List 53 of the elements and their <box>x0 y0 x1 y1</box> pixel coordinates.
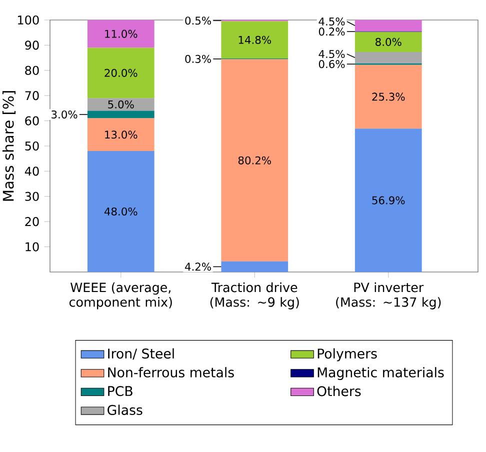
y-tick-label: 80 <box>25 66 39 75</box>
data-label: 13.0% <box>105 130 138 139</box>
bar <box>354 20 422 32</box>
data-label: 8.0% <box>376 38 402 46</box>
bar <box>87 98 154 111</box>
x-tick-label: WEEE (average, component mix) <box>69 282 172 310</box>
bar <box>87 151 154 272</box>
legend-label: Magnetic materials <box>318 367 444 380</box>
y-tick-label: 90 <box>25 40 39 50</box>
y-axis-title: Mass share [%] <box>2 91 16 201</box>
bar <box>221 261 288 272</box>
data-label: 4.5% <box>318 50 345 58</box>
legend-label: Others <box>317 386 361 396</box>
bar <box>354 64 422 129</box>
legend-label: Non-ferrous metals <box>108 367 234 378</box>
data-label: 0.3% <box>185 54 211 63</box>
bar <box>87 118 154 152</box>
bar <box>354 32 422 52</box>
data-label: 25.3% <box>372 92 405 101</box>
data-label: 0.2% <box>318 28 345 36</box>
bar <box>87 48 154 98</box>
y-tick-label: 30 <box>25 192 39 201</box>
x-tick-label: Traction drive (Mass: ~9 kg) <box>210 282 299 310</box>
bar <box>87 110 154 118</box>
legend-label: Iron/ Steel <box>108 348 174 360</box>
data-label: 80.2% <box>238 156 271 164</box>
x-tick-label: PV inverter (Mass: ~137 kg) <box>336 282 441 310</box>
legend-label: PCB <box>108 386 132 396</box>
bar <box>221 59 288 262</box>
legend-label: Glass <box>108 404 142 416</box>
data-label: 48.0% <box>104 207 138 216</box>
data-label: 3.0% <box>52 110 78 119</box>
bar <box>354 128 422 272</box>
y-tick-label: 50 <box>25 141 39 151</box>
legend-label: Polymers <box>318 348 377 362</box>
data-label: 56.9% <box>372 196 405 204</box>
data-label: 11.0% <box>105 30 138 38</box>
data-label: 14.8% <box>238 36 271 44</box>
data-label: 0.5% <box>185 16 211 25</box>
y-tick-label: 40 <box>24 166 39 176</box>
bar <box>354 52 422 64</box>
y-tick-label: 100 <box>18 15 39 25</box>
y-tick-label: 10 <box>26 242 39 252</box>
bar <box>87 20 154 48</box>
y-tick-label: 70 <box>25 91 39 100</box>
bar <box>221 21 288 59</box>
data-label: 4.5% <box>318 17 345 26</box>
data-label: 4.2% <box>185 262 211 271</box>
y-tick-label: 20 <box>25 217 39 226</box>
data-label: 5.0% <box>108 100 134 108</box>
y-tick-label: 60 <box>25 116 39 126</box>
data-label: 0.6% <box>318 60 345 68</box>
data-label: 20.0% <box>104 68 138 77</box>
